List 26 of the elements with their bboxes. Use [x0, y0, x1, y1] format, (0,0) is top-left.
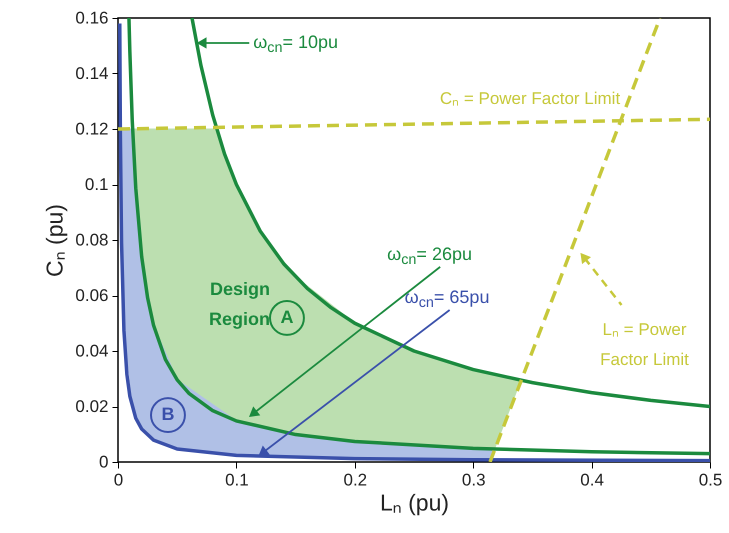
- x-tick-label: 0.1: [225, 470, 249, 490]
- y-axis-title: Cₙ (pu): [41, 204, 68, 277]
- x-tick-label: 0.4: [580, 470, 604, 490]
- y-tick-label: 0.16: [75, 8, 108, 28]
- annotation: ω$_{cn}$= 10pu: [253, 32, 338, 56]
- annotation: B: [161, 404, 174, 424]
- annotation: Design Region: [209, 279, 270, 329]
- annotation: ω$_{cn}$= 26pu: [387, 244, 472, 268]
- y-tick-label: 0: [99, 452, 108, 472]
- x-axis-title: Lₙ (pu): [380, 490, 450, 516]
- annotation: Cₙ = Power Factor Limit: [440, 89, 620, 108]
- y-tick-label: 0.14: [75, 64, 108, 83]
- x-tick-label: 0.2: [343, 470, 368, 490]
- y-tick-label: 0.02: [75, 397, 108, 416]
- x-tick-label: 0: [114, 470, 124, 490]
- x-tick-label: 0.5: [698, 470, 722, 490]
- y-tick-label: 0.04: [75, 342, 108, 360]
- y-tick-label: 0.1: [84, 175, 108, 194]
- annotation: A: [280, 306, 294, 327]
- line-series: [190, 18, 710, 408]
- annotation: Lₙ = Power Factor Limit: [600, 320, 690, 370]
- y-tick-label: 0.12: [75, 120, 108, 138]
- x-tick-label: 0.3: [462, 470, 486, 490]
- annotation: ω$_{cn}$= 65pu: [404, 287, 490, 312]
- y-tick-label: 0.08: [75, 230, 108, 250]
- y-tick-label: 0.06: [75, 286, 108, 305]
